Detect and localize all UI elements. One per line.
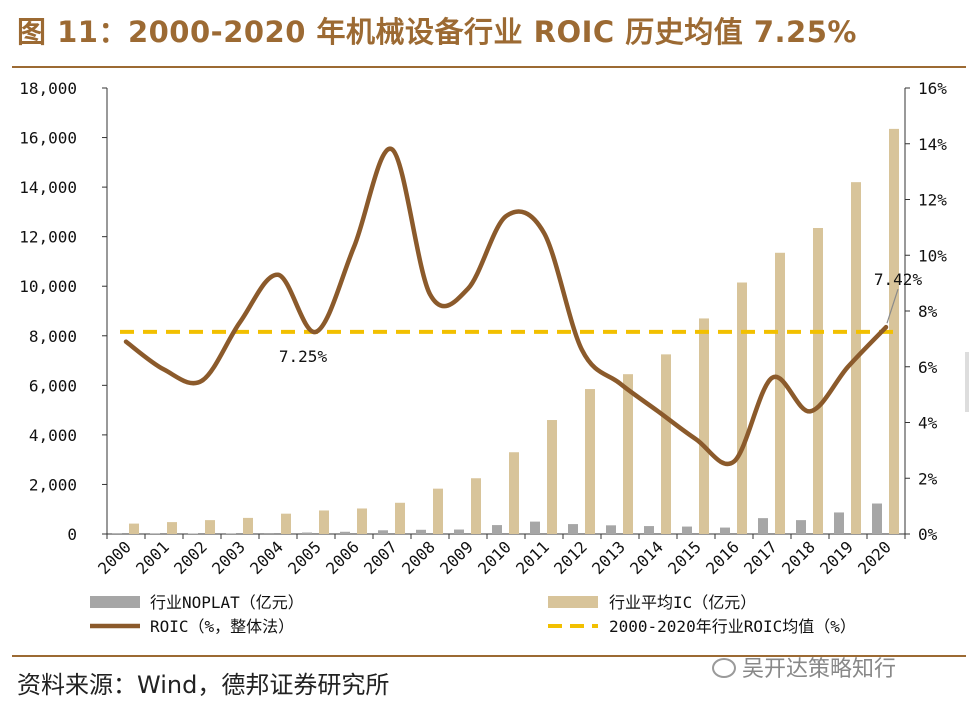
x-axis-tick-label: 2006 — [322, 537, 363, 578]
noplat-bar — [530, 521, 540, 534]
noplat-bar — [834, 512, 844, 534]
ic-bar — [623, 374, 633, 534]
right-axis-tick-label: 6% — [918, 358, 938, 377]
left-axis-tick-label: 10,000 — [19, 277, 77, 296]
right-axis-tick-label: 10% — [918, 246, 947, 265]
right-axis-tick-label: 0% — [918, 525, 938, 544]
noplat-bar — [264, 533, 274, 534]
noplat-bar — [758, 518, 768, 534]
left-axis-tick-label: 0 — [67, 525, 77, 544]
ic-bar — [281, 513, 291, 534]
ic-bar — [471, 478, 481, 534]
ic-bar — [243, 517, 253, 534]
x-axis-tick-label: 2005 — [284, 537, 325, 578]
noplat-bar — [720, 527, 730, 534]
average-annotation: 7.25% — [279, 347, 328, 366]
x-axis-tick-label: 2011 — [512, 537, 553, 578]
roic-line — [123, 146, 889, 467]
ic-bar — [205, 520, 215, 534]
x-axis-tick-label: 2008 — [398, 537, 439, 578]
x-axis-tick-label: 2012 — [550, 537, 591, 578]
noplat-bar — [226, 533, 236, 534]
noplat-bar — [378, 530, 388, 534]
title-rule — [12, 66, 966, 68]
x-axis-tick-label: 2019 — [816, 537, 857, 578]
x-axis-tick-label: 2004 — [246, 537, 287, 578]
x-axis-tick-label: 2003 — [208, 537, 249, 578]
legend-roic-label: ROIC（%，整体法） — [150, 617, 294, 636]
left-axis-tick-label: 16,000 — [19, 129, 77, 148]
x-axis-tick-label: 2015 — [664, 537, 705, 578]
ic-bar — [661, 354, 671, 534]
right-axis-tick-label: 12% — [918, 191, 947, 210]
figure-title: 图 11：2000-2020 年机械设备行业 ROIC 历史均值 7.25% — [17, 15, 857, 49]
ic-bar — [509, 452, 519, 534]
left-axis-tick-label: 18,000 — [19, 79, 77, 98]
noplat-bar — [492, 525, 502, 534]
left-axis-tick-label: 12,000 — [19, 228, 77, 247]
noplat-bar — [340, 531, 350, 534]
ic-bar — [775, 252, 785, 534]
ic-bar — [319, 510, 329, 534]
x-axis-tick-label: 2016 — [702, 537, 743, 578]
noplat-bar — [302, 532, 312, 534]
x-axis-tick-label: 2014 — [626, 537, 667, 578]
x-axis-tick-label: 2009 — [436, 537, 477, 578]
right-axis-tick-label: 2% — [918, 469, 938, 488]
ic-bar — [357, 508, 367, 534]
legend-average-label: 2000-2020年行业ROIC均值（%） — [609, 617, 856, 636]
x-axis-tick-label: 2001 — [132, 537, 173, 578]
ic-bar — [395, 502, 405, 534]
legend-ic-label: 行业平均IC（亿元） — [609, 593, 756, 612]
noplat-bar — [644, 526, 654, 534]
right-axis-tick-label: 4% — [918, 414, 938, 433]
x-axis-tick-label: 2010 — [474, 537, 515, 578]
source-rule — [12, 655, 966, 657]
watermark-text: 吴开达策略知行 — [742, 657, 897, 682]
ic-bar — [547, 420, 557, 534]
noplat-bar — [682, 526, 692, 534]
x-axis-tick-label: 2017 — [740, 537, 781, 578]
annotation-leader — [886, 288, 899, 324]
watermark: 吴开达策略知行 — [712, 651, 896, 683]
x-axis-tick-label: 2007 — [360, 537, 401, 578]
x-axis-tick-label: 2020 — [854, 537, 895, 578]
ic-bar — [737, 282, 747, 534]
noplat-bar — [606, 525, 616, 534]
x-axis-tick-label: 2002 — [170, 537, 211, 578]
noplat-bar — [796, 520, 806, 534]
left-axis-tick-label: 8,000 — [29, 327, 77, 346]
noplat-bar — [416, 529, 426, 534]
x-axis-tick-label: 2018 — [778, 537, 819, 578]
right-axis-tick-label: 8% — [918, 302, 938, 321]
ic-bar — [699, 318, 709, 534]
right-axis-tick-label: 14% — [918, 135, 947, 154]
roic-chart: 0 2,000 4,000 6,000 8,000 10,000 12,000 14,000 1… — [19, 79, 947, 636]
ic-bar — [889, 128, 899, 534]
latest-roic-annotation: 7.42% — [874, 270, 923, 289]
ic-bar — [129, 523, 139, 534]
noplat-bar — [568, 524, 578, 534]
x-axis-tick-label: 2013 — [588, 537, 629, 578]
source-note: 资料来源：Wind，德邦证券研究所 — [17, 671, 390, 699]
left-axis-tick-label: 4,000 — [29, 426, 77, 445]
noplat-bar — [454, 529, 464, 534]
ic-bar — [813, 227, 823, 534]
scroll-edge — [965, 352, 969, 412]
left-axis-tick-label: 14,000 — [19, 178, 77, 197]
noplat-bar — [872, 503, 882, 534]
x-axis-tick-label: 2000 — [94, 537, 135, 578]
ic-bar — [433, 488, 443, 534]
right-axis-tick-label: 16% — [918, 79, 947, 98]
ic-bar — [585, 389, 595, 534]
ic-bar — [167, 522, 177, 534]
legend-ic-swatch — [548, 596, 598, 608]
legend-noplat-swatch — [90, 596, 140, 608]
wechat-icon — [712, 658, 736, 678]
legend-noplat-label: 行业NOPLAT（亿元） — [150, 593, 304, 612]
left-axis-tick-label: 6,000 — [29, 376, 77, 395]
left-axis-tick-label: 2,000 — [29, 475, 77, 494]
